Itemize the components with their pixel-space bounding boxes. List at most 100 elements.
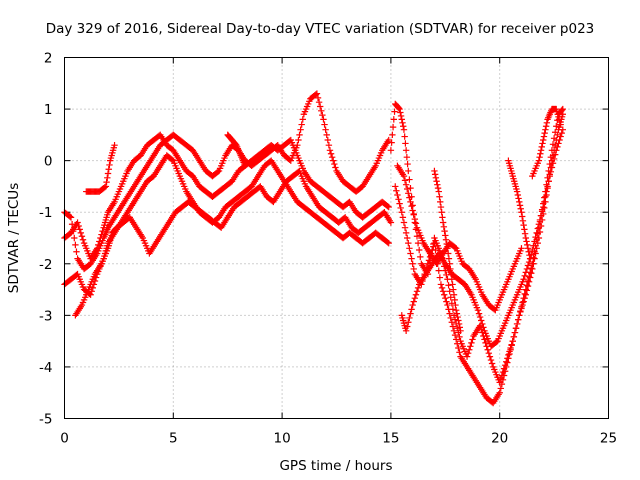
data-point: [524, 245, 532, 252]
data-points: [61, 90, 567, 407]
data-point: [535, 157, 543, 164]
data-point: [412, 220, 420, 227]
data-point: [559, 105, 567, 113]
data-point: [516, 202, 524, 209]
data-point: [518, 213, 526, 220]
data-point: [518, 209, 525, 216]
data-point: [523, 265, 531, 273]
series-track-12: [505, 157, 534, 262]
data-point: [414, 239, 422, 247]
data-point: [546, 172, 553, 180]
data-point: [385, 203, 392, 211]
data-point: [449, 281, 456, 288]
data-point: [498, 380, 506, 388]
data-point: [320, 116, 327, 123]
data-point: [447, 265, 454, 273]
y-tick-label: -2: [39, 257, 52, 273]
data-point: [507, 346, 514, 353]
data-point: [106, 161, 113, 169]
data-point: [468, 339, 475, 347]
data-point: [517, 307, 524, 315]
data-point: [450, 327, 458, 335]
data-point: [442, 294, 449, 302]
data-point: [324, 136, 331, 144]
data-point: [451, 296, 458, 304]
data-point: [496, 389, 503, 396]
data-point: [417, 253, 424, 261]
data-point: [519, 217, 527, 225]
data-point: [389, 131, 396, 139]
data-point: [520, 221, 527, 229]
data-point: [446, 260, 453, 267]
data-point: [407, 184, 414, 192]
data-point: [484, 346, 491, 353]
series-track-4: [72, 167, 395, 319]
data-point: [430, 243, 437, 250]
data-point: [448, 276, 456, 283]
data-point: [402, 229, 410, 237]
data-point: [450, 286, 457, 293]
data-point: [396, 105, 403, 113]
data-point: [404, 160, 411, 168]
data-point: [389, 123, 397, 131]
data-point: [529, 260, 536, 267]
data-point: [520, 294, 527, 302]
data-point: [525, 273, 533, 280]
data-point: [438, 209, 445, 216]
data-point: [409, 260, 416, 267]
data-point: [395, 105, 403, 112]
data-point: [322, 126, 329, 133]
data-point: [530, 254, 537, 261]
series-track-8: [392, 105, 567, 407]
data-point: [405, 239, 412, 247]
data-point: [476, 313, 484, 321]
series-track-6: [224, 131, 249, 169]
data-point: [555, 140, 562, 147]
data-point: [438, 284, 446, 292]
data-point: [529, 246, 536, 254]
data-point: [557, 121, 564, 128]
data-point: [298, 121, 305, 128]
data-point: [445, 250, 452, 257]
data-point: [504, 359, 511, 366]
data-point: [315, 98, 323, 106]
data-point: [402, 181, 410, 188]
data-point: [169, 156, 176, 163]
data-point: [330, 157, 337, 164]
x-tick-labels: 0 5 10 15 20 25: [60, 431, 617, 447]
data-point: [409, 301, 416, 309]
data-point: [481, 336, 488, 343]
data-point: [400, 172, 408, 180]
data-point: [401, 224, 409, 231]
data-point: [456, 349, 463, 356]
data-point: [540, 136, 547, 144]
data-point: [550, 135, 558, 142]
data-point: [516, 312, 523, 319]
data-point: [531, 238, 538, 245]
data-point: [549, 160, 557, 167]
data-point: [411, 215, 419, 223]
x-tick-label: 20: [491, 431, 508, 447]
data-point: [463, 353, 471, 360]
data-point: [558, 106, 566, 114]
data-point: [556, 136, 563, 144]
data-point: [516, 198, 523, 206]
data-point: [534, 225, 541, 232]
data-point: [542, 123, 550, 130]
y-tick-label: 2: [44, 51, 53, 67]
data-point: [447, 314, 454, 322]
data-point: [76, 226, 83, 233]
data-point: [406, 245, 413, 252]
data-point: [318, 107, 325, 114]
data-point: [102, 183, 110, 190]
data-point: [522, 269, 530, 276]
data-point: [407, 198, 414, 206]
data-point: [456, 333, 463, 341]
data-point: [444, 245, 451, 252]
data-point: [432, 246, 439, 254]
data-point: [508, 342, 515, 349]
data-point: [553, 123, 560, 130]
chart-title: Day 329 of 2016, Sidereal Day-to-day VTE…: [46, 21, 595, 37]
data-point: [395, 196, 402, 203]
